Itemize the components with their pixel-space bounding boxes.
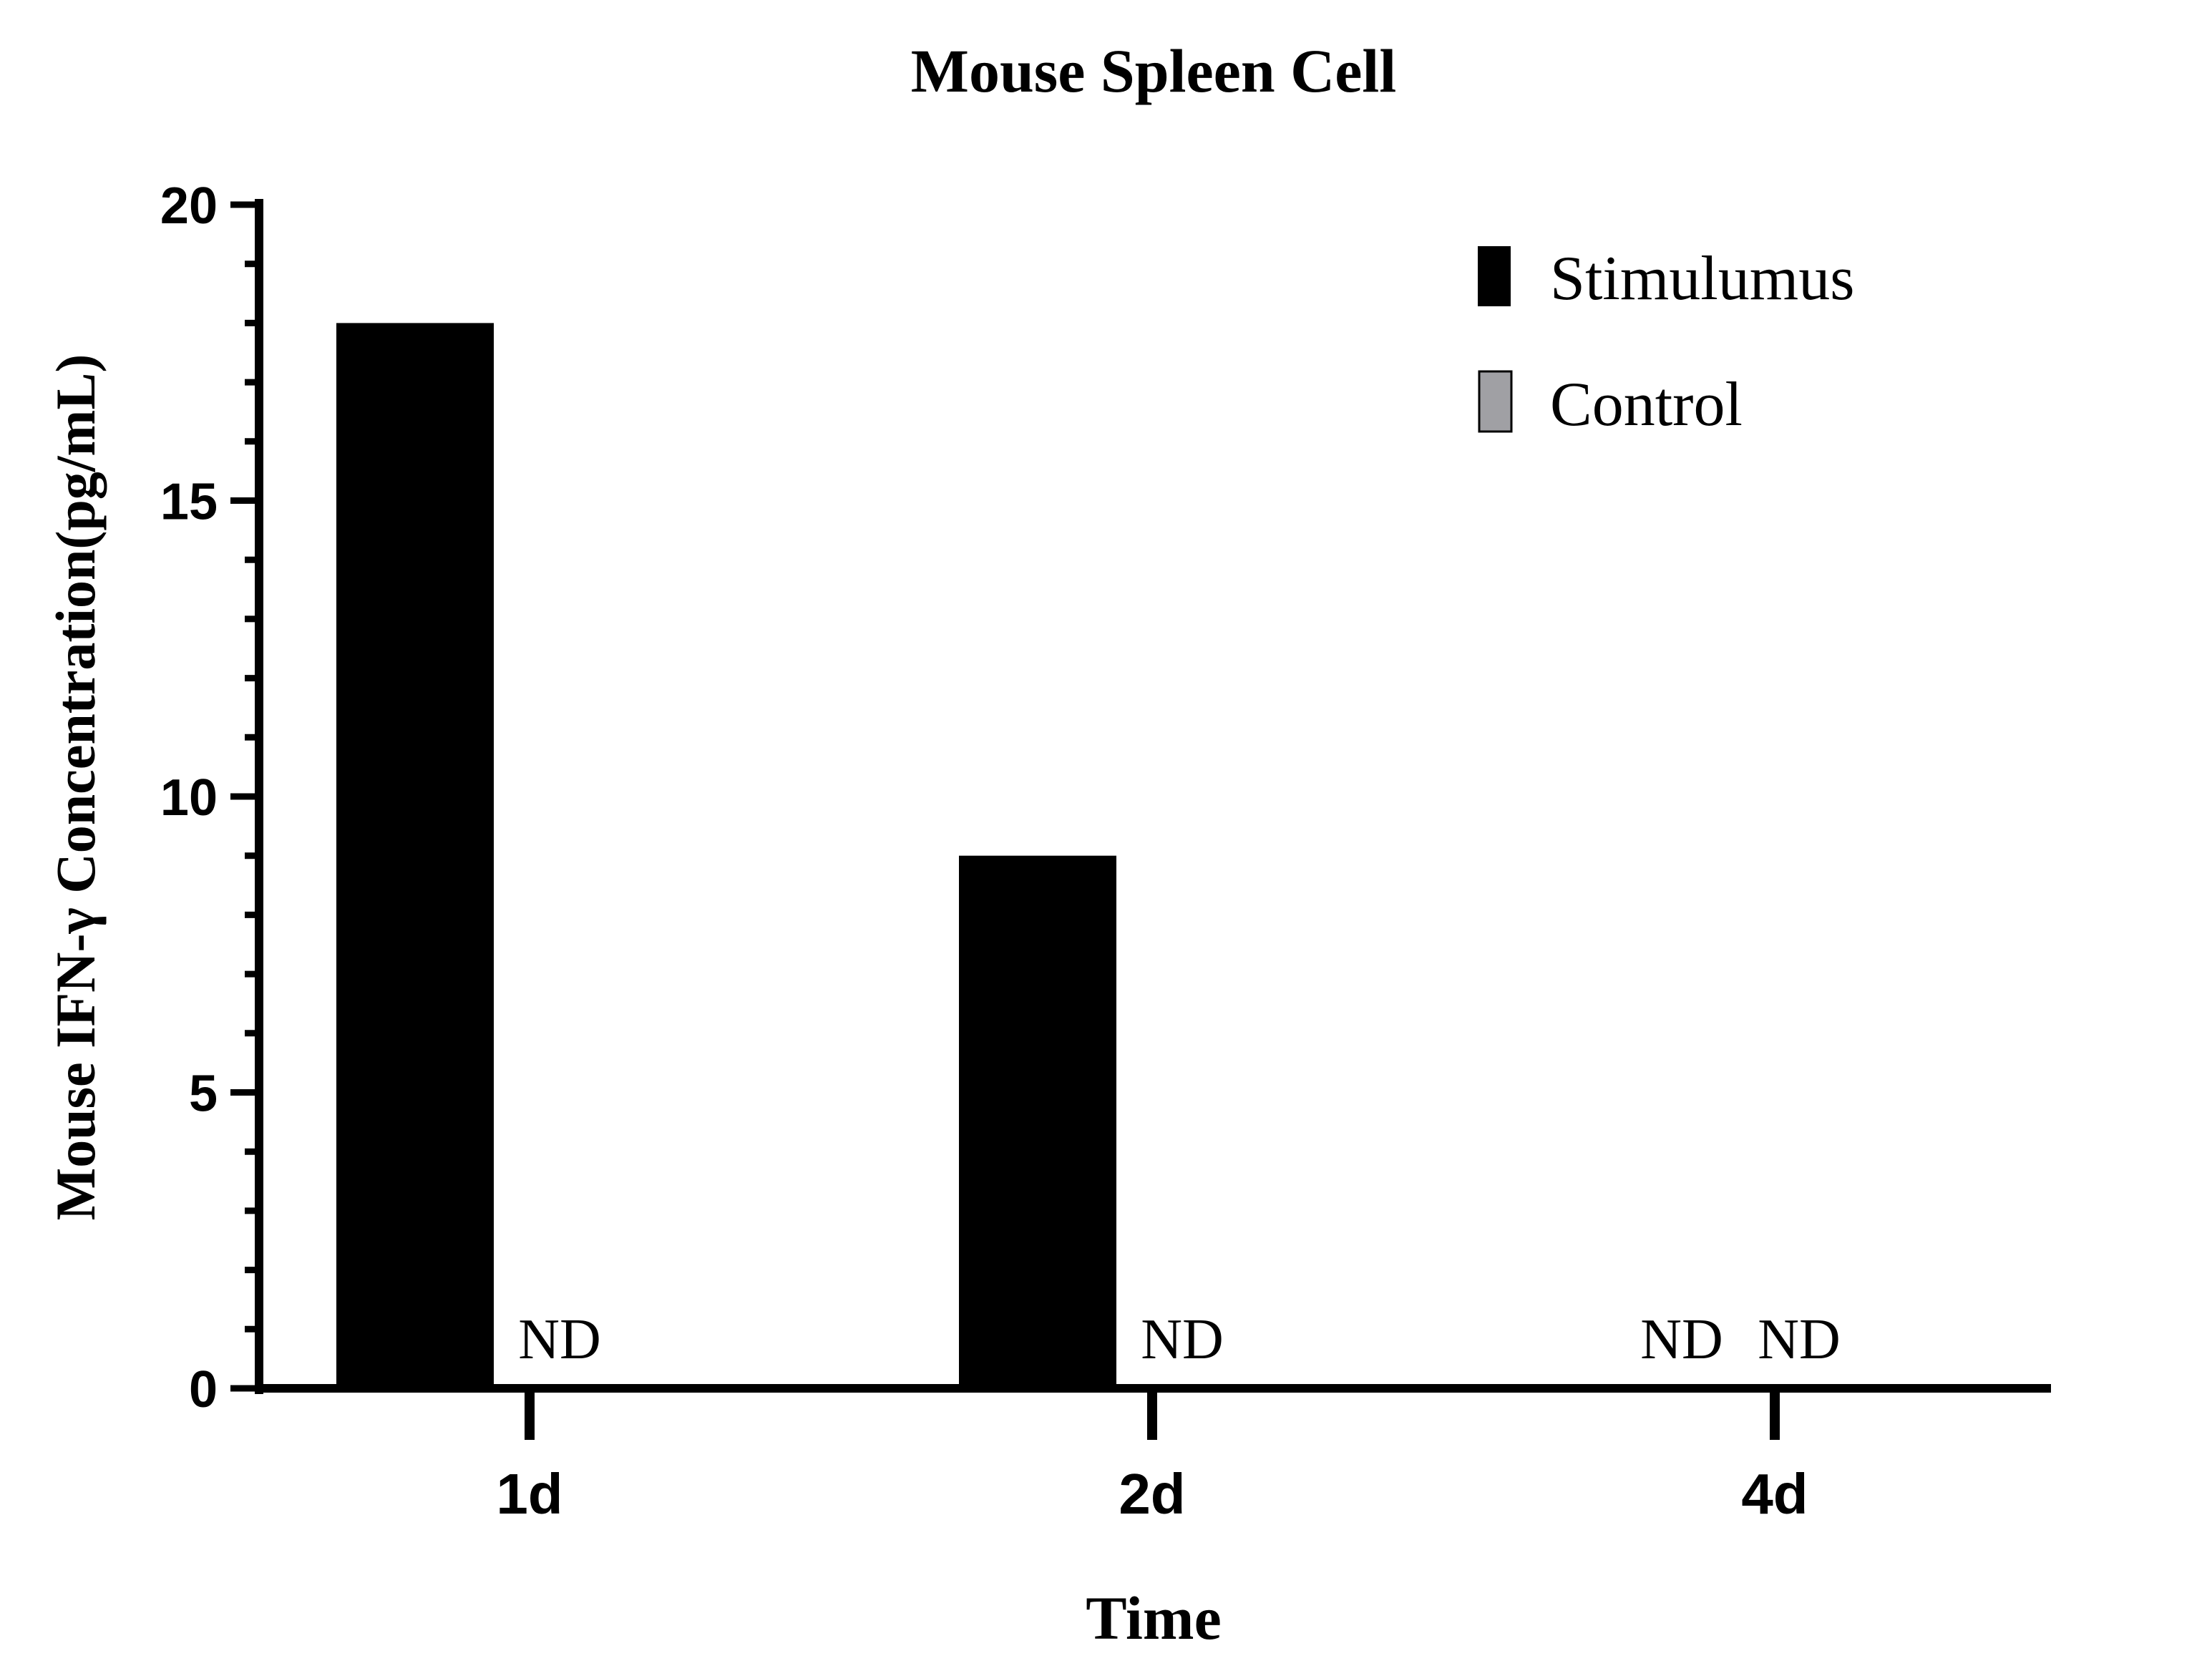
nd-label-control-4d: ND	[1758, 1308, 1841, 1371]
legend: Stimulumus Control	[1478, 244, 1854, 439]
nd-label-control-1d: ND	[518, 1308, 601, 1371]
x-tick-label: 2d	[1119, 1462, 1185, 1526]
x-axis-label: Time	[1086, 1584, 1222, 1652]
chart-title: Mouse Spleen Cell	[911, 36, 1396, 105]
y-tick-label: 0	[189, 1361, 218, 1418]
y-tick-label: 10	[160, 769, 218, 827]
legend-label-control: Control	[1550, 370, 1743, 439]
bar-stimulumus-2d	[959, 855, 1116, 1388]
y-axis-label: Mouse IFN-γ Concentration(pg/mL)	[44, 354, 107, 1221]
nd-label-control-2d: ND	[1141, 1308, 1224, 1371]
x-tick-label: 1d	[496, 1462, 562, 1526]
legend-swatch-control	[1478, 370, 1513, 433]
x-tick-label: 4d	[1741, 1462, 1808, 1526]
y-tick-label: 20	[160, 177, 218, 235]
nd-label-stimulumus-4d: ND	[1640, 1308, 1723, 1371]
y-tick-label: 5	[189, 1066, 218, 1123]
bar-stimulumus-1d	[336, 323, 494, 1388]
y-tick-label: 15	[160, 474, 218, 531]
legend-label-stimulumus: Stimulumus	[1550, 244, 1854, 313]
legend-swatch-stimulumus	[1478, 246, 1511, 306]
